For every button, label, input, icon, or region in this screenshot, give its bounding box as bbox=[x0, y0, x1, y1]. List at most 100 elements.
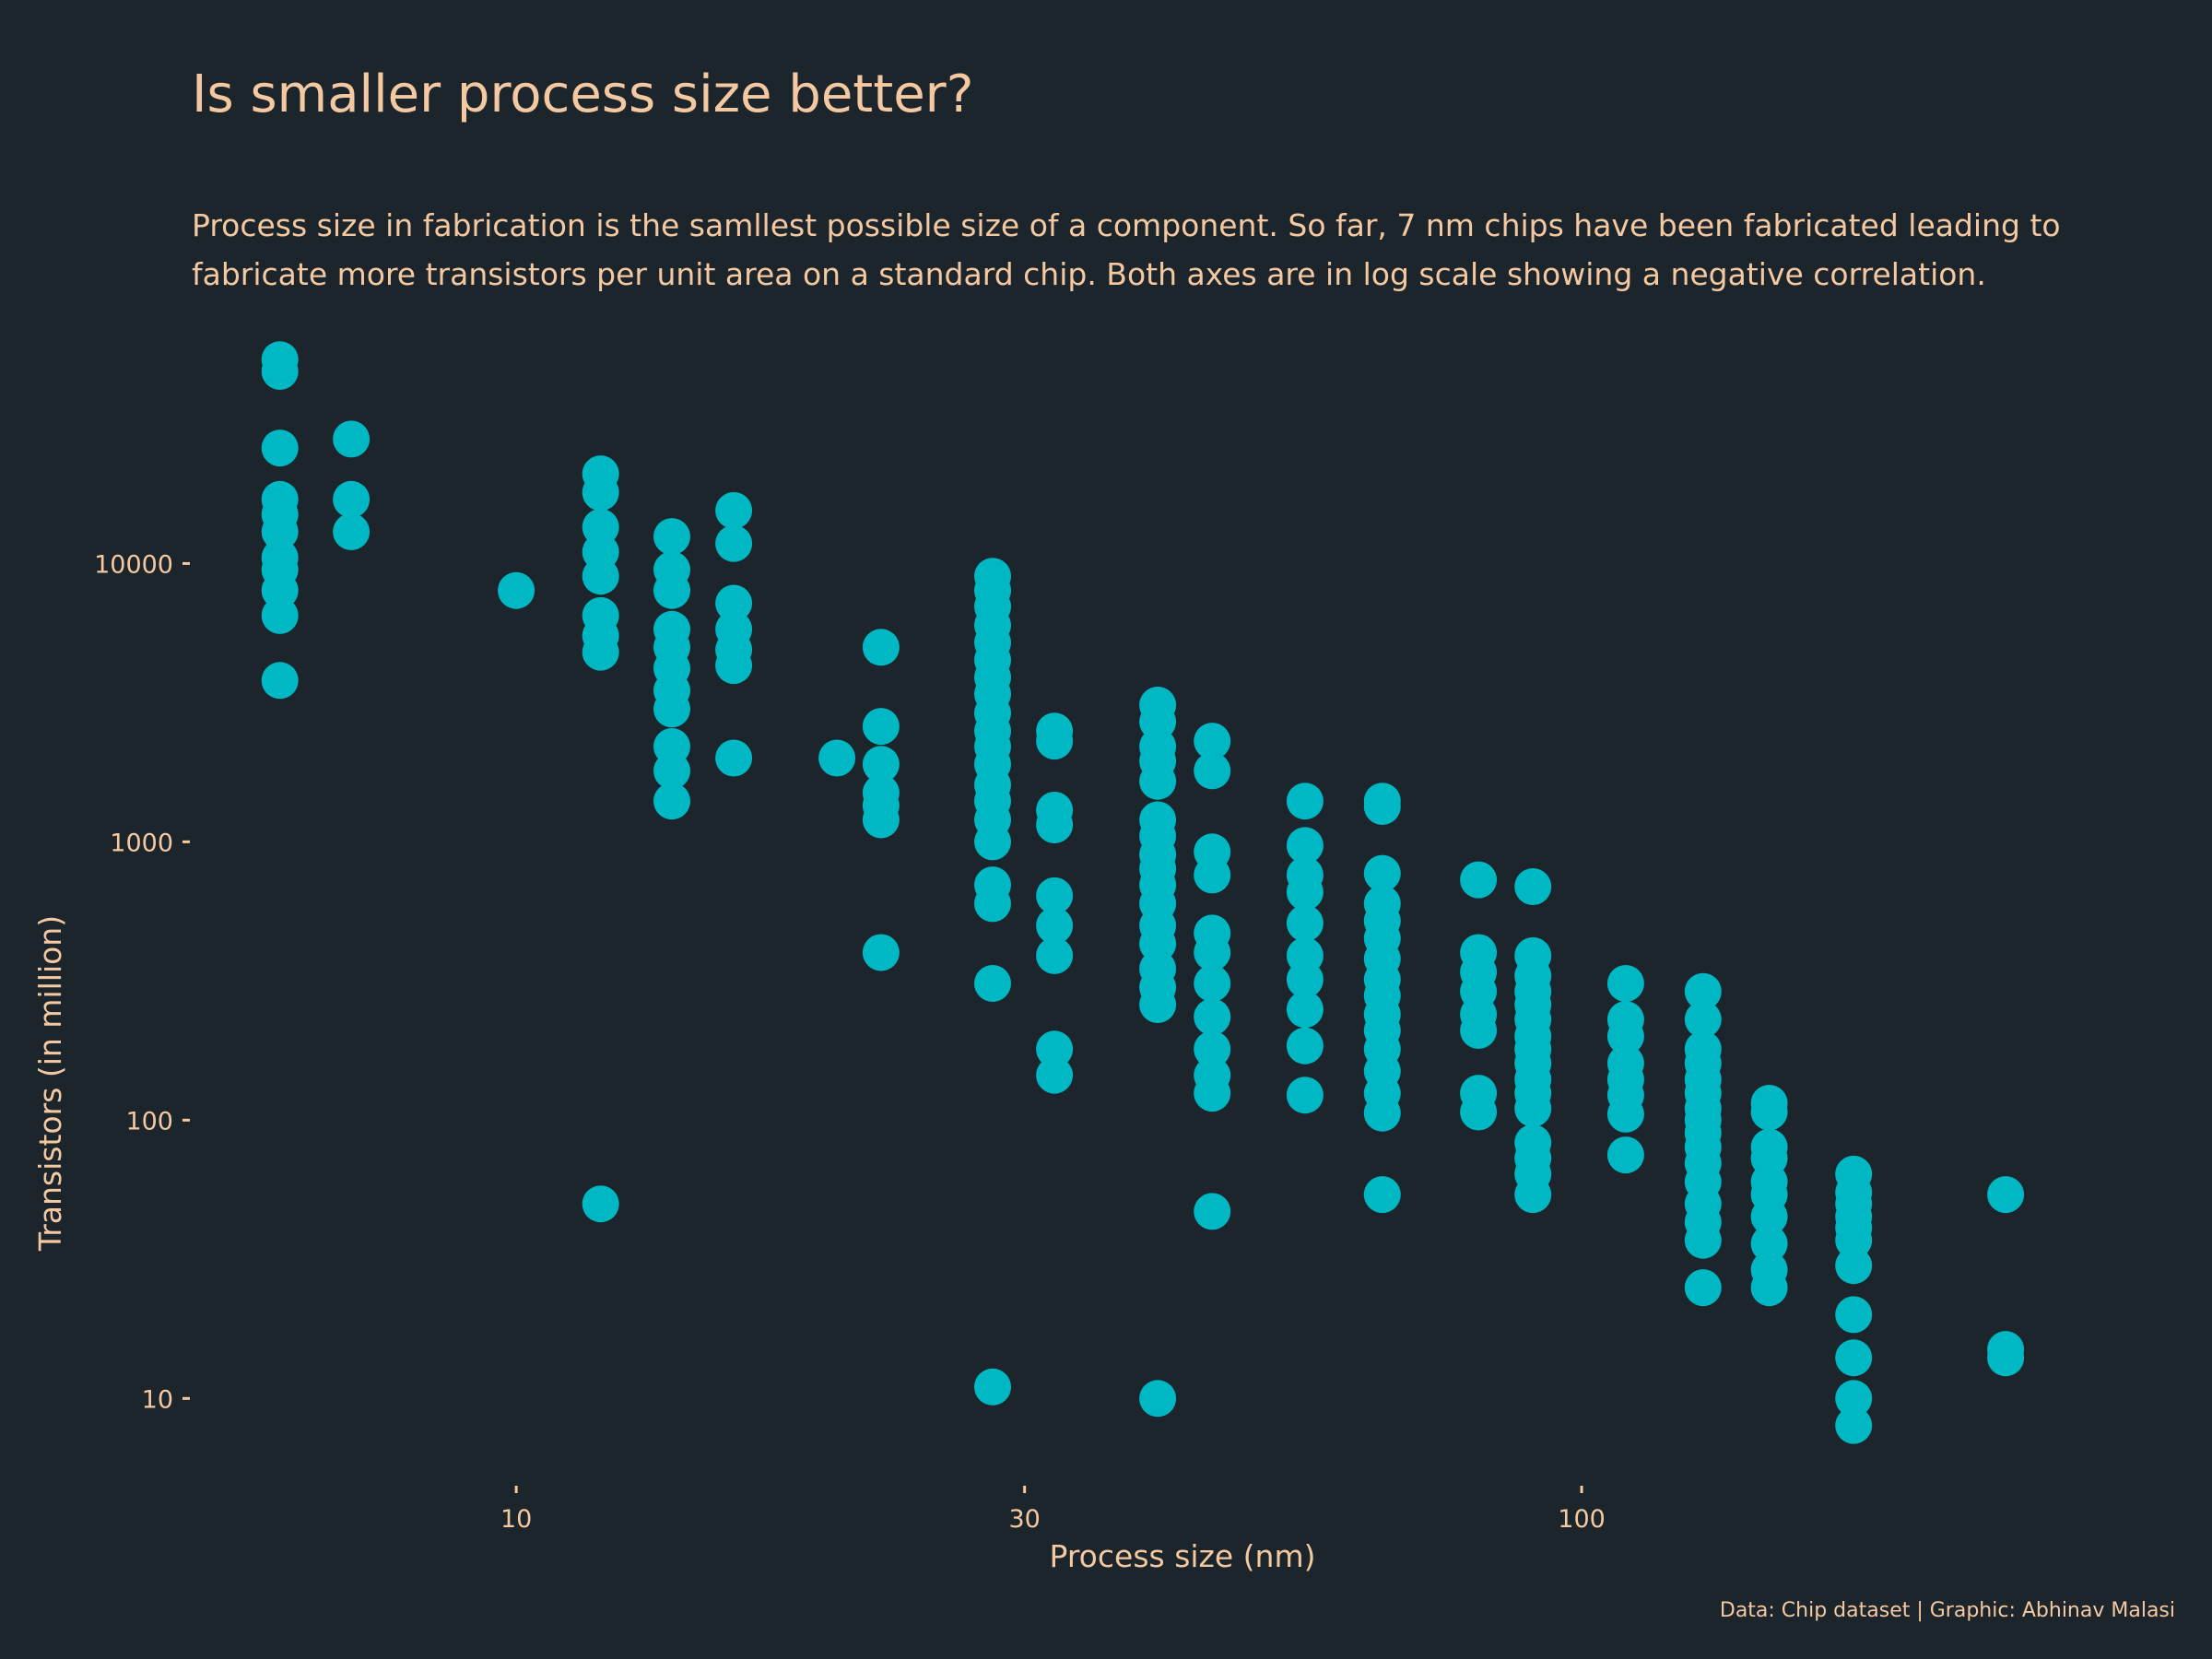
data-point bbox=[1036, 806, 1074, 843]
data-point bbox=[1363, 788, 1401, 825]
data-point bbox=[974, 885, 1011, 923]
data-point bbox=[715, 491, 753, 529]
data-point bbox=[1286, 782, 1324, 820]
y-tick-label: 100 bbox=[125, 1107, 173, 1135]
data-point bbox=[715, 524, 753, 562]
data-point bbox=[1194, 998, 1231, 1036]
data-point bbox=[333, 480, 371, 518]
x-tick-label: 30 bbox=[1008, 1505, 1040, 1534]
data-point bbox=[1684, 1269, 1722, 1307]
data-point bbox=[582, 633, 619, 671]
y-tick-label: 10000 bbox=[94, 550, 173, 579]
data-point bbox=[1684, 1001, 1722, 1039]
y-tick-label: 10 bbox=[142, 1385, 173, 1414]
data-point bbox=[1606, 1018, 1644, 1055]
data-point bbox=[1194, 723, 1231, 760]
data-point bbox=[1684, 972, 1722, 1010]
data-point bbox=[653, 752, 690, 790]
data-point bbox=[1514, 1089, 1552, 1127]
data-point bbox=[582, 1185, 619, 1223]
data-point bbox=[1750, 1198, 1788, 1236]
data-point bbox=[1036, 1056, 1074, 1094]
data-point bbox=[1363, 1094, 1401, 1132]
data-point bbox=[261, 513, 299, 550]
data-point bbox=[261, 662, 299, 700]
data-point bbox=[1606, 1136, 1644, 1174]
data-point bbox=[1286, 904, 1324, 942]
data-point bbox=[1835, 1247, 1873, 1285]
data-point bbox=[1194, 1075, 1231, 1112]
data-point bbox=[1286, 873, 1324, 911]
x-axis-title: Process size (nm) bbox=[1050, 1538, 1316, 1574]
data-point bbox=[653, 782, 690, 820]
data-point bbox=[1139, 986, 1177, 1023]
data-point bbox=[1460, 861, 1498, 899]
data-point bbox=[1460, 1093, 1498, 1131]
y-tick-label: 1000 bbox=[110, 829, 173, 857]
y-axis: 10 100 1000 10000 bbox=[94, 550, 190, 1414]
data-point bbox=[1750, 1269, 1788, 1307]
data-point bbox=[1460, 1012, 1498, 1049]
data-point bbox=[582, 474, 619, 512]
data-point bbox=[1036, 907, 1074, 945]
data-point bbox=[653, 571, 690, 609]
data-point bbox=[1194, 856, 1231, 894]
data-point bbox=[653, 690, 690, 728]
data-point bbox=[1194, 965, 1231, 1002]
data-point bbox=[1750, 1225, 1788, 1263]
data-point bbox=[1606, 1095, 1644, 1133]
x-axis: 10 30 100 bbox=[500, 1486, 1606, 1534]
data-point bbox=[974, 1368, 1011, 1406]
chart-title: Is smaller process size better? bbox=[192, 65, 974, 124]
data-point bbox=[862, 801, 900, 839]
data-point bbox=[261, 596, 299, 634]
data-point bbox=[498, 571, 535, 609]
data-point bbox=[1194, 1030, 1231, 1068]
data-point bbox=[1835, 1221, 1873, 1259]
data-point bbox=[1363, 1176, 1401, 1214]
data-point bbox=[1286, 1077, 1324, 1114]
points-layer bbox=[261, 341, 2025, 1444]
data-point bbox=[1835, 1339, 1873, 1377]
data-point bbox=[1514, 868, 1552, 905]
data-point bbox=[715, 739, 753, 777]
data-point bbox=[1139, 762, 1177, 800]
data-point bbox=[333, 420, 371, 458]
x-tick-label: 100 bbox=[1558, 1505, 1606, 1534]
data-point bbox=[862, 934, 900, 971]
data-point bbox=[715, 647, 753, 685]
data-point bbox=[1139, 1380, 1177, 1418]
data-point bbox=[1036, 1030, 1074, 1068]
data-point bbox=[1835, 1380, 1873, 1418]
data-point bbox=[261, 429, 299, 467]
caption: Data: Chip dataset | Graphic: Abhinav Ma… bbox=[1719, 1599, 2175, 1622]
data-point bbox=[715, 584, 753, 622]
data-point bbox=[1750, 1093, 1788, 1131]
data-point bbox=[1987, 1176, 2025, 1214]
y-axis-title: Transistors (in million) bbox=[32, 915, 68, 1252]
data-point bbox=[1684, 1221, 1722, 1259]
data-point bbox=[1835, 1296, 1873, 1334]
data-point bbox=[1194, 752, 1231, 790]
data-point bbox=[974, 823, 1011, 861]
x-tick-label: 10 bbox=[500, 1505, 532, 1534]
data-point bbox=[1835, 1406, 1873, 1444]
data-point bbox=[1194, 934, 1231, 971]
data-point bbox=[862, 629, 900, 666]
data-point bbox=[1514, 1176, 1552, 1214]
data-point bbox=[1036, 936, 1074, 974]
data-point bbox=[1036, 723, 1074, 760]
data-point bbox=[974, 965, 1011, 1002]
data-point bbox=[862, 746, 900, 783]
data-point bbox=[1286, 991, 1324, 1029]
data-point bbox=[582, 558, 619, 595]
data-point bbox=[1286, 1027, 1324, 1065]
data-point bbox=[818, 739, 856, 777]
data-point bbox=[1987, 1339, 2025, 1377]
data-point bbox=[1606, 965, 1644, 1002]
data-point bbox=[1363, 854, 1401, 892]
chart-subtitle: Process size in fabrication is the samll… bbox=[192, 207, 2061, 292]
data-point bbox=[1036, 877, 1074, 914]
data-point bbox=[862, 708, 900, 746]
data-point bbox=[653, 518, 690, 556]
